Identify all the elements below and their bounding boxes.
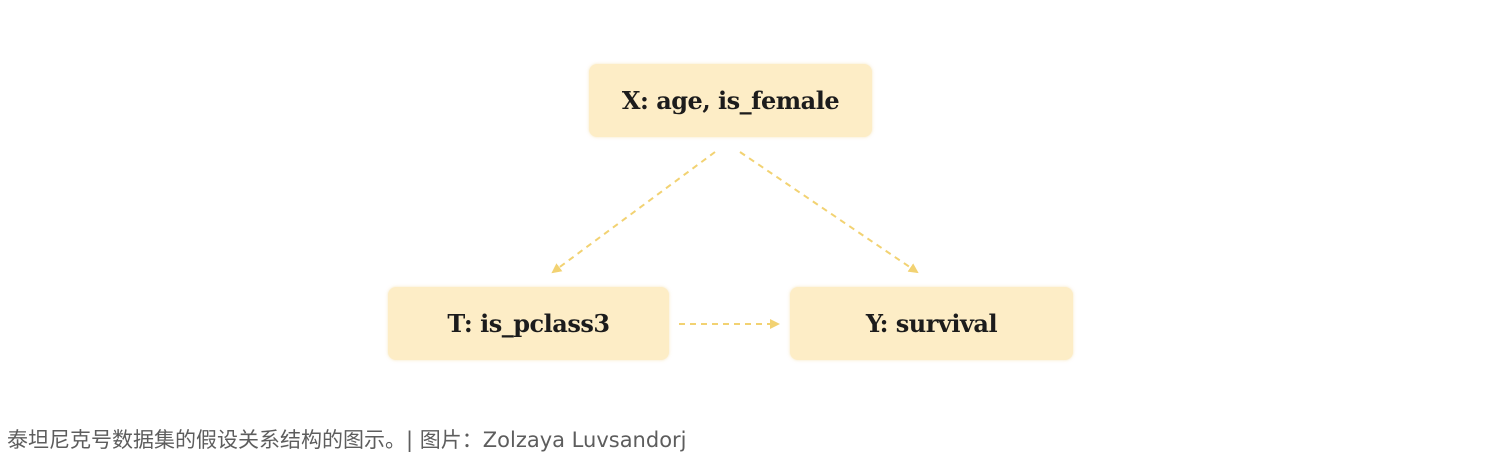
node-x-covariates: X: age, is_female — [589, 64, 872, 137]
diagram-edges — [551, 151, 919, 329]
causal-diagram: X: age, is_female T: is_pclass3 Y: survi… — [388, 64, 1073, 360]
node-y-label: Y: survival — [865, 309, 998, 338]
edge-x-to-t — [551, 151, 716, 274]
node-t-treatment: T: is_pclass3 — [388, 287, 669, 360]
edge-x-to-y — [739, 151, 919, 274]
node-y-outcome: Y: survival — [790, 287, 1073, 360]
node-t-label: T: is_pclass3 — [447, 309, 610, 338]
node-x-label: X: age, is_female — [621, 86, 840, 115]
figure-caption: 泰坦尼克号数据集的假设关系结构的图示。| 图片：Zolzaya Luvsando… — [7, 428, 687, 452]
